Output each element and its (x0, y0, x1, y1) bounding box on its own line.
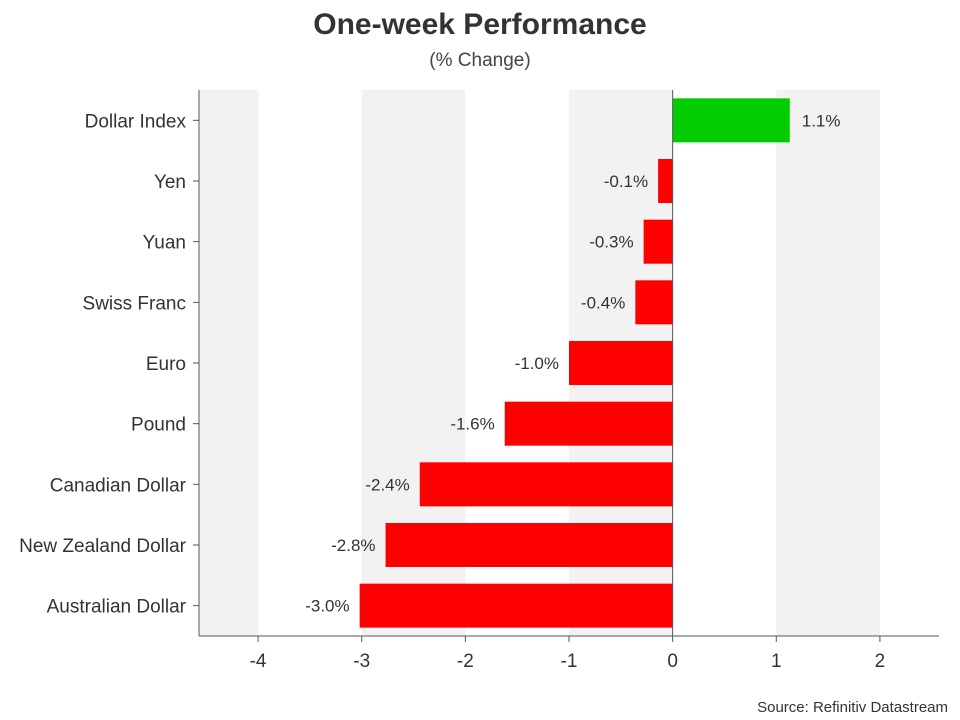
x-tick-label-2: -2 (457, 651, 474, 672)
category-label-8: Australian Dollar (47, 597, 187, 618)
value-labels: 1.1% -0.1% -0.3% -0.4% -1.0% -1.6% -2.4% -2.8% -… (305, 111, 840, 615)
value-label-3: -0.4% (581, 293, 625, 312)
category-label-0: Dollar Index (85, 111, 187, 132)
bar-5 (504, 401, 673, 446)
bar-0 (672, 98, 790, 143)
category-labels: Dollar Index Yen Yuan Swiss Franc Euro Pound C… (19, 111, 199, 618)
category-label-4: Euro (146, 354, 186, 375)
grid-band-0 (199, 90, 259, 636)
chart-title: One-week Performance (313, 8, 647, 41)
value-label-8: -3.0% (305, 597, 349, 616)
bars (359, 98, 790, 628)
category-label-5: Pound (131, 415, 186, 436)
x-tick-label-4: 0 (667, 651, 678, 672)
category-label-1: Yen (154, 172, 186, 193)
x-tick-label-0: -4 (250, 651, 267, 672)
chart-subtitle: (% Change) (429, 50, 531, 71)
value-label-0: 1.1% (802, 111, 841, 130)
bar-2 (643, 219, 673, 264)
x-tick-label-1: -3 (353, 651, 370, 672)
grid-band-3 (776, 90, 880, 636)
bar-1 (658, 159, 673, 203)
bar-4 (569, 341, 673, 385)
value-label-6: -2.4% (365, 475, 409, 494)
x-tick-label-3: -1 (561, 651, 578, 672)
value-label-2: -0.3% (589, 233, 633, 252)
x-tick-label-6: 2 (875, 651, 886, 672)
category-label-3: Swiss Franc (83, 293, 186, 314)
x-axis-ticks: -4 -3 -2 -1 0 1 2 (250, 636, 886, 672)
bar-7 (385, 523, 673, 567)
category-label-6: Canadian Dollar (50, 475, 187, 496)
category-label-2: Yuan (143, 233, 186, 254)
bar-3 (635, 280, 673, 325)
source-note: Source: Refinitiv Datastream (757, 699, 948, 716)
value-label-1: -0.1% (604, 172, 648, 191)
value-label-5: -1.6% (450, 415, 494, 434)
x-tick-label-5: 1 (771, 651, 782, 672)
value-label-7: -2.8% (331, 536, 375, 555)
bar-8 (359, 583, 673, 628)
value-label-4: -1.0% (515, 354, 559, 373)
category-label-7: New Zealand Dollar (19, 536, 187, 557)
bar-6 (419, 462, 673, 507)
